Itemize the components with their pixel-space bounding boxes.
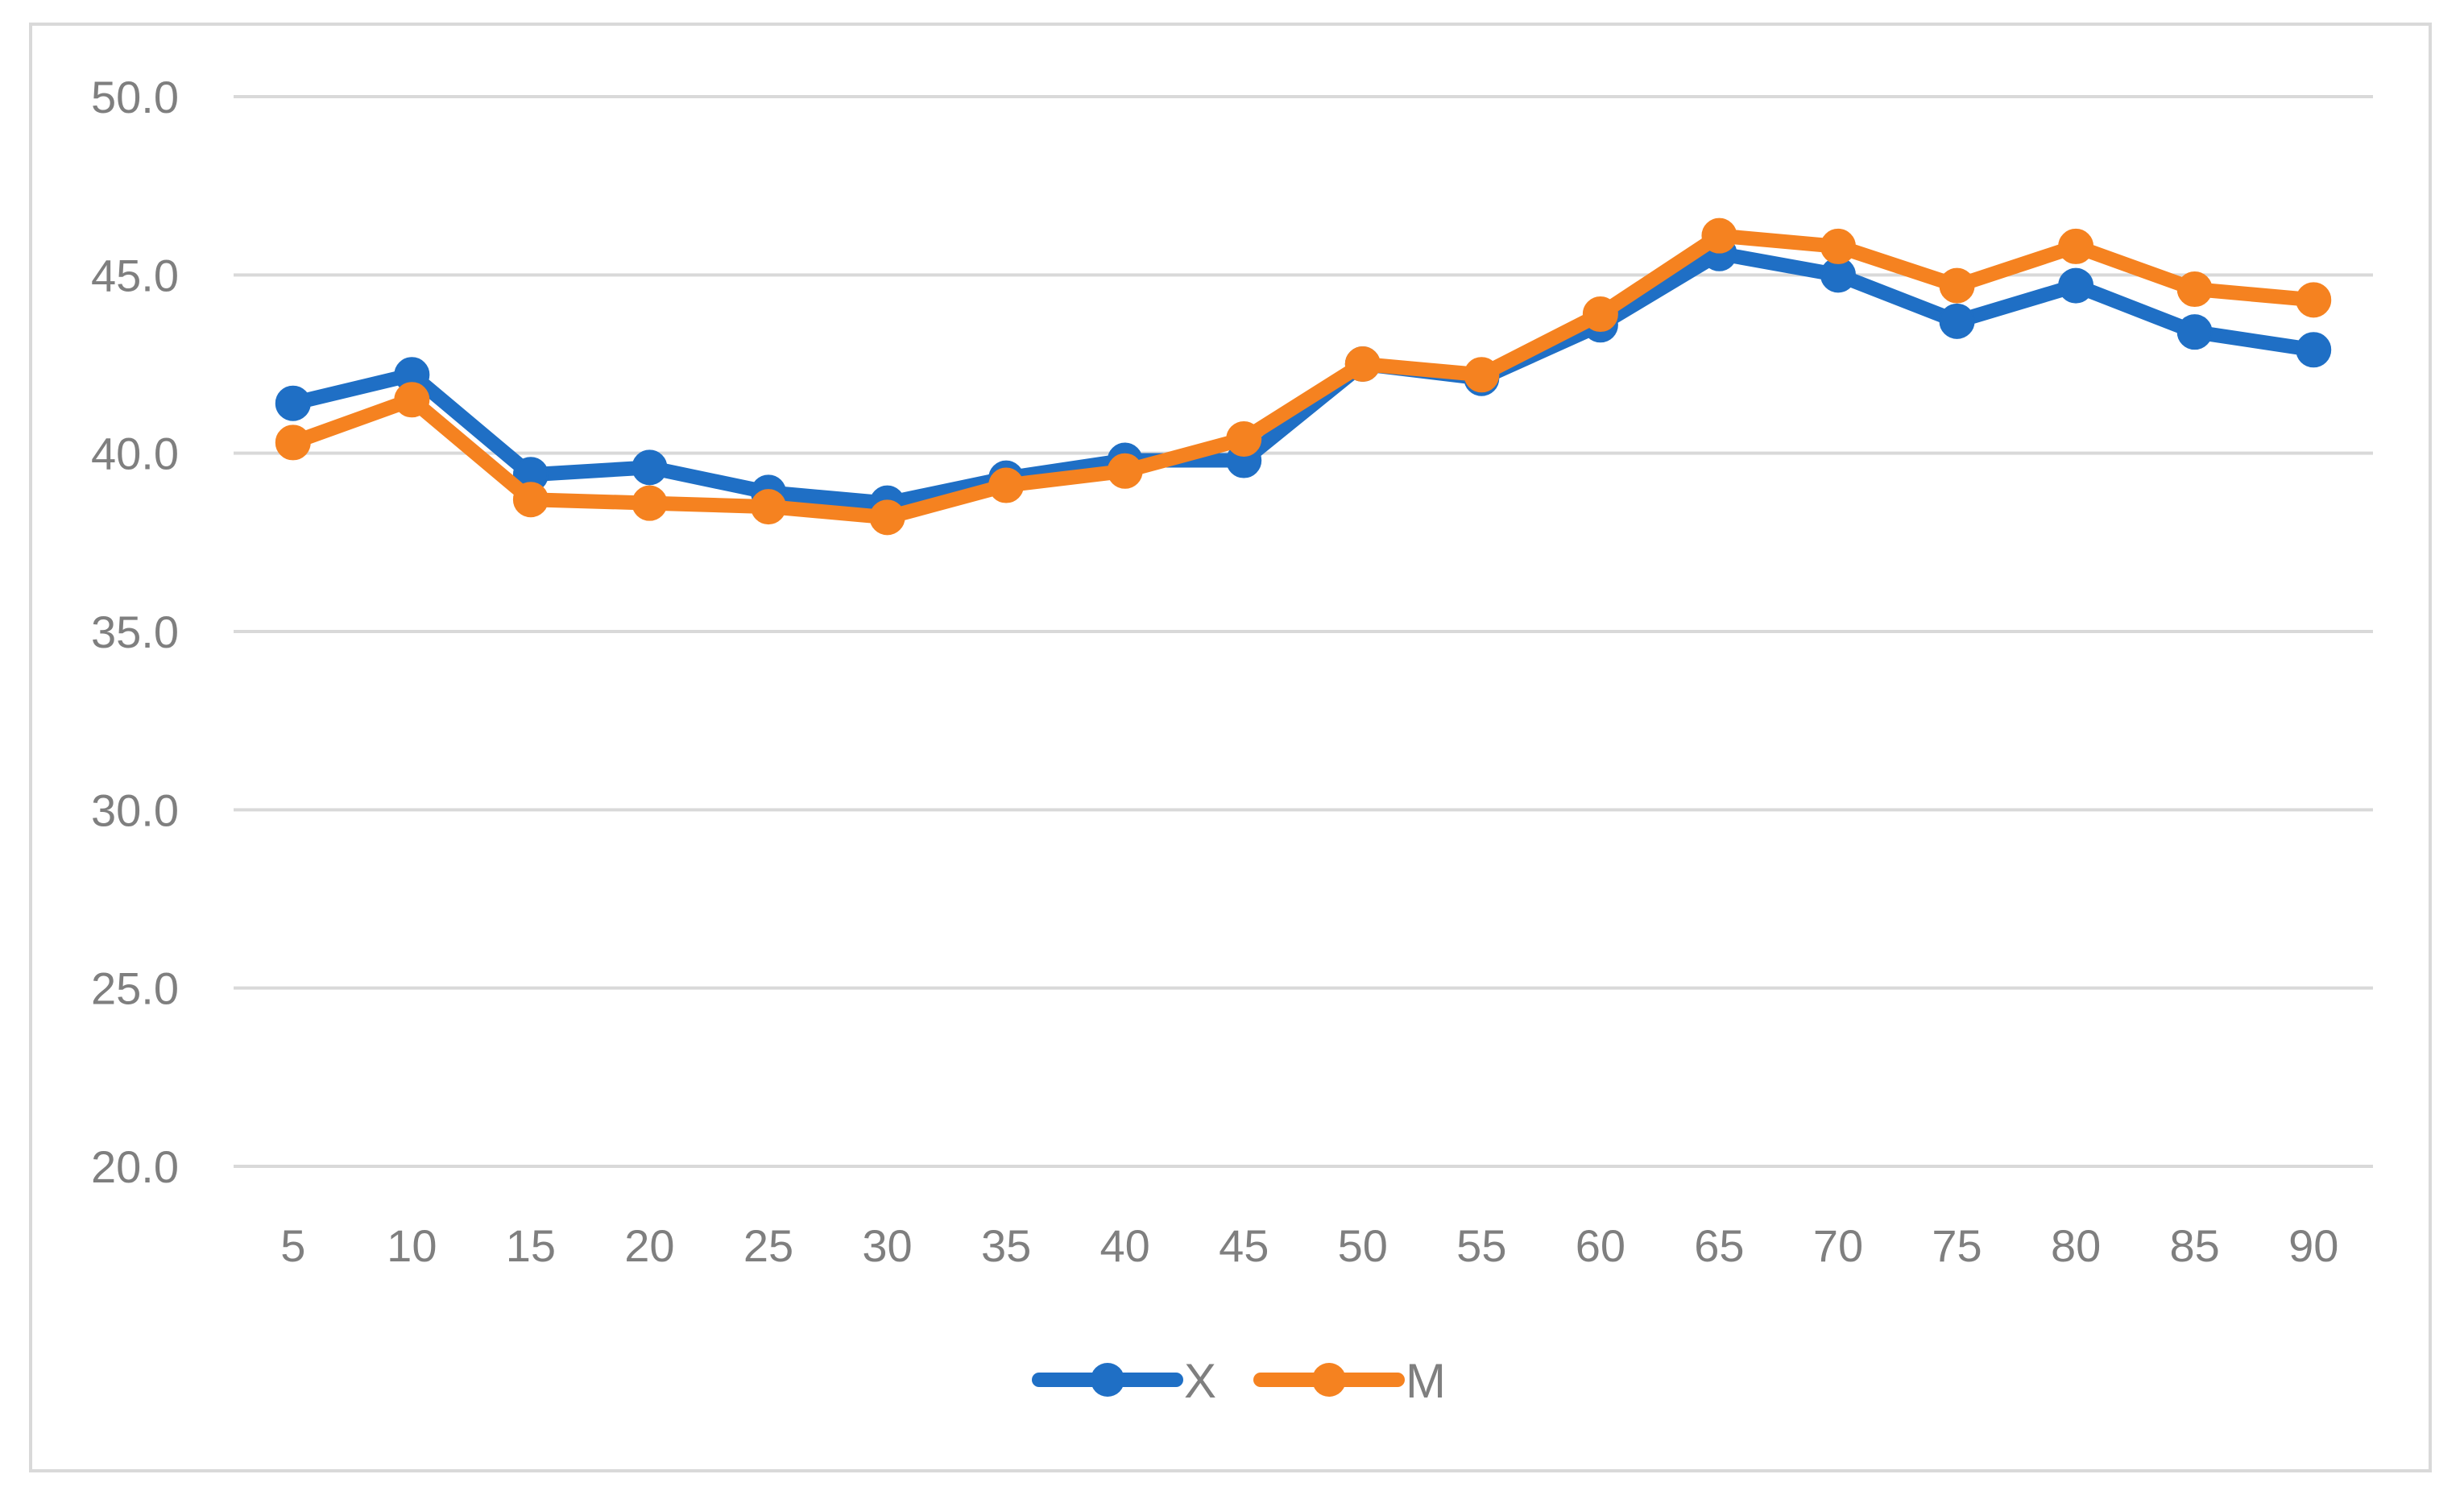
data-point-m — [751, 489, 786, 525]
x-tick-label: 75 — [1932, 1220, 1982, 1271]
x-tick-label: 50 — [1338, 1220, 1388, 1271]
data-point-m — [1582, 296, 1618, 333]
y-tick-label: 20.0 — [91, 1141, 179, 1192]
y-tick-label: 25.0 — [91, 963, 179, 1014]
data-point-x — [2058, 267, 2094, 304]
data-point-m — [2058, 228, 2094, 264]
data-point-m — [1464, 357, 1500, 393]
data-point-m — [1701, 217, 1737, 254]
data-point-m — [1226, 420, 1262, 457]
x-tick-label: 30 — [862, 1220, 912, 1271]
data-point-x — [275, 385, 311, 421]
data-point-x — [2296, 332, 2332, 368]
x-tick-label: 25 — [743, 1220, 793, 1271]
y-tick-label: 50.0 — [91, 72, 179, 122]
data-point-m — [1107, 453, 1143, 489]
data-point-m — [1820, 228, 1856, 264]
data-point-m — [2176, 271, 2213, 308]
x-tick-label: 20 — [624, 1220, 674, 1271]
data-point-m — [869, 499, 905, 536]
data-point-m — [1939, 267, 1975, 304]
data-point-m — [512, 482, 549, 518]
x-tick-label: 40 — [1100, 1220, 1150, 1271]
x-tick-label: 10 — [387, 1220, 437, 1271]
x-tick-label: 65 — [1694, 1220, 1744, 1271]
y-tick-label: 30.0 — [91, 785, 179, 835]
legend-marker-m — [1312, 1363, 1346, 1397]
data-point-m — [632, 485, 668, 521]
y-tick-label: 45.0 — [91, 250, 179, 300]
data-point-x — [1939, 303, 1975, 339]
x-tick-label: 45 — [1219, 1220, 1269, 1271]
x-tick-label: 80 — [2051, 1220, 2101, 1271]
x-tick-label: 5 — [280, 1220, 305, 1271]
y-tick-label: 40.0 — [91, 429, 179, 479]
series-line-m — [285, 228, 2321, 525]
data-point-x — [2176, 314, 2213, 350]
series-line-x — [285, 246, 2321, 511]
legend-label-x: X — [1184, 1354, 1216, 1408]
x-tick-label: 70 — [1813, 1220, 1863, 1271]
data-point-m — [2296, 282, 2332, 318]
legend-marker-x — [1091, 1363, 1124, 1397]
data-point-m — [394, 382, 430, 418]
data-point-x — [632, 449, 668, 486]
x-tick-label: 35 — [981, 1220, 1031, 1271]
y-tick-label: 35.0 — [91, 607, 179, 657]
data-point-m — [988, 467, 1025, 503]
x-tick-label: 85 — [2170, 1220, 2220, 1271]
x-tick-label: 90 — [2288, 1220, 2338, 1271]
x-tick-label: 55 — [1456, 1220, 1506, 1271]
data-point-m — [275, 424, 311, 461]
data-point-m — [1344, 346, 1381, 382]
legend-label-m: M — [1406, 1354, 1446, 1408]
x-tick-label: 15 — [506, 1220, 556, 1271]
x-tick-label: 60 — [1576, 1220, 1625, 1271]
